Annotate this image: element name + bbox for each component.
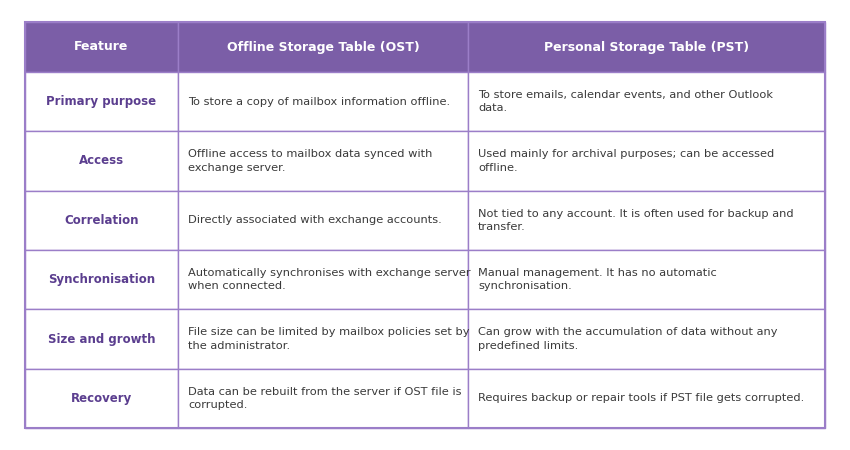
Bar: [468, 369, 825, 428]
Bar: [178, 22, 468, 72]
Bar: [178, 369, 468, 428]
Text: To store emails, calendar events, and other Outlook
data.: To store emails, calendar events, and ot…: [478, 90, 773, 113]
Bar: [178, 309, 468, 369]
Bar: [25, 250, 178, 309]
Bar: [468, 72, 825, 131]
Text: To store a copy of mailbox information offline.: To store a copy of mailbox information o…: [188, 97, 450, 107]
Bar: [468, 191, 825, 250]
Text: Requires backup or repair tools if PST file gets corrupted.: Requires backup or repair tools if PST f…: [478, 393, 804, 403]
Text: Size and growth: Size and growth: [48, 333, 156, 346]
Text: Access: Access: [79, 154, 124, 167]
Bar: [178, 72, 468, 131]
Text: Correlation: Correlation: [65, 214, 139, 227]
Text: Can grow with the accumulation of data without any
predefined limits.: Can grow with the accumulation of data w…: [478, 327, 778, 351]
Text: Primary purpose: Primary purpose: [47, 95, 156, 108]
Text: Synchronisation: Synchronisation: [48, 273, 155, 286]
Text: Data can be rebuilt from the server if OST file is
corrupted.: Data can be rebuilt from the server if O…: [188, 387, 462, 410]
Bar: [468, 250, 825, 309]
Text: File size can be limited by mailbox policies set by
the administrator.: File size can be limited by mailbox poli…: [188, 327, 469, 351]
Bar: [25, 309, 178, 369]
Bar: [178, 250, 468, 309]
Bar: [468, 309, 825, 369]
Text: Feature: Feature: [74, 40, 128, 54]
Bar: [468, 22, 825, 72]
Bar: [178, 191, 468, 250]
Bar: [25, 191, 178, 250]
Bar: [178, 131, 468, 191]
Text: Recovery: Recovery: [71, 392, 132, 405]
Text: Offline access to mailbox data synced with
exchange server.: Offline access to mailbox data synced wi…: [188, 149, 433, 173]
Text: Not tied to any account. It is often used for backup and
transfer.: Not tied to any account. It is often use…: [478, 208, 794, 232]
Bar: [25, 131, 178, 191]
Bar: [468, 131, 825, 191]
Text: Personal Storage Table (PST): Personal Storage Table (PST): [544, 40, 749, 54]
Bar: [25, 369, 178, 428]
Text: Used mainly for archival purposes; can be accessed
offline.: Used mainly for archival purposes; can b…: [478, 149, 774, 173]
Text: Directly associated with exchange accounts.: Directly associated with exchange accoun…: [188, 216, 442, 225]
Text: Manual management. It has no automatic
synchronisation.: Manual management. It has no automatic s…: [478, 268, 717, 292]
Bar: [25, 22, 178, 72]
Text: Offline Storage Table (OST): Offline Storage Table (OST): [227, 40, 419, 54]
Text: Automatically synchronises with exchange server
when connected.: Automatically synchronises with exchange…: [188, 268, 471, 292]
Bar: [25, 72, 178, 131]
